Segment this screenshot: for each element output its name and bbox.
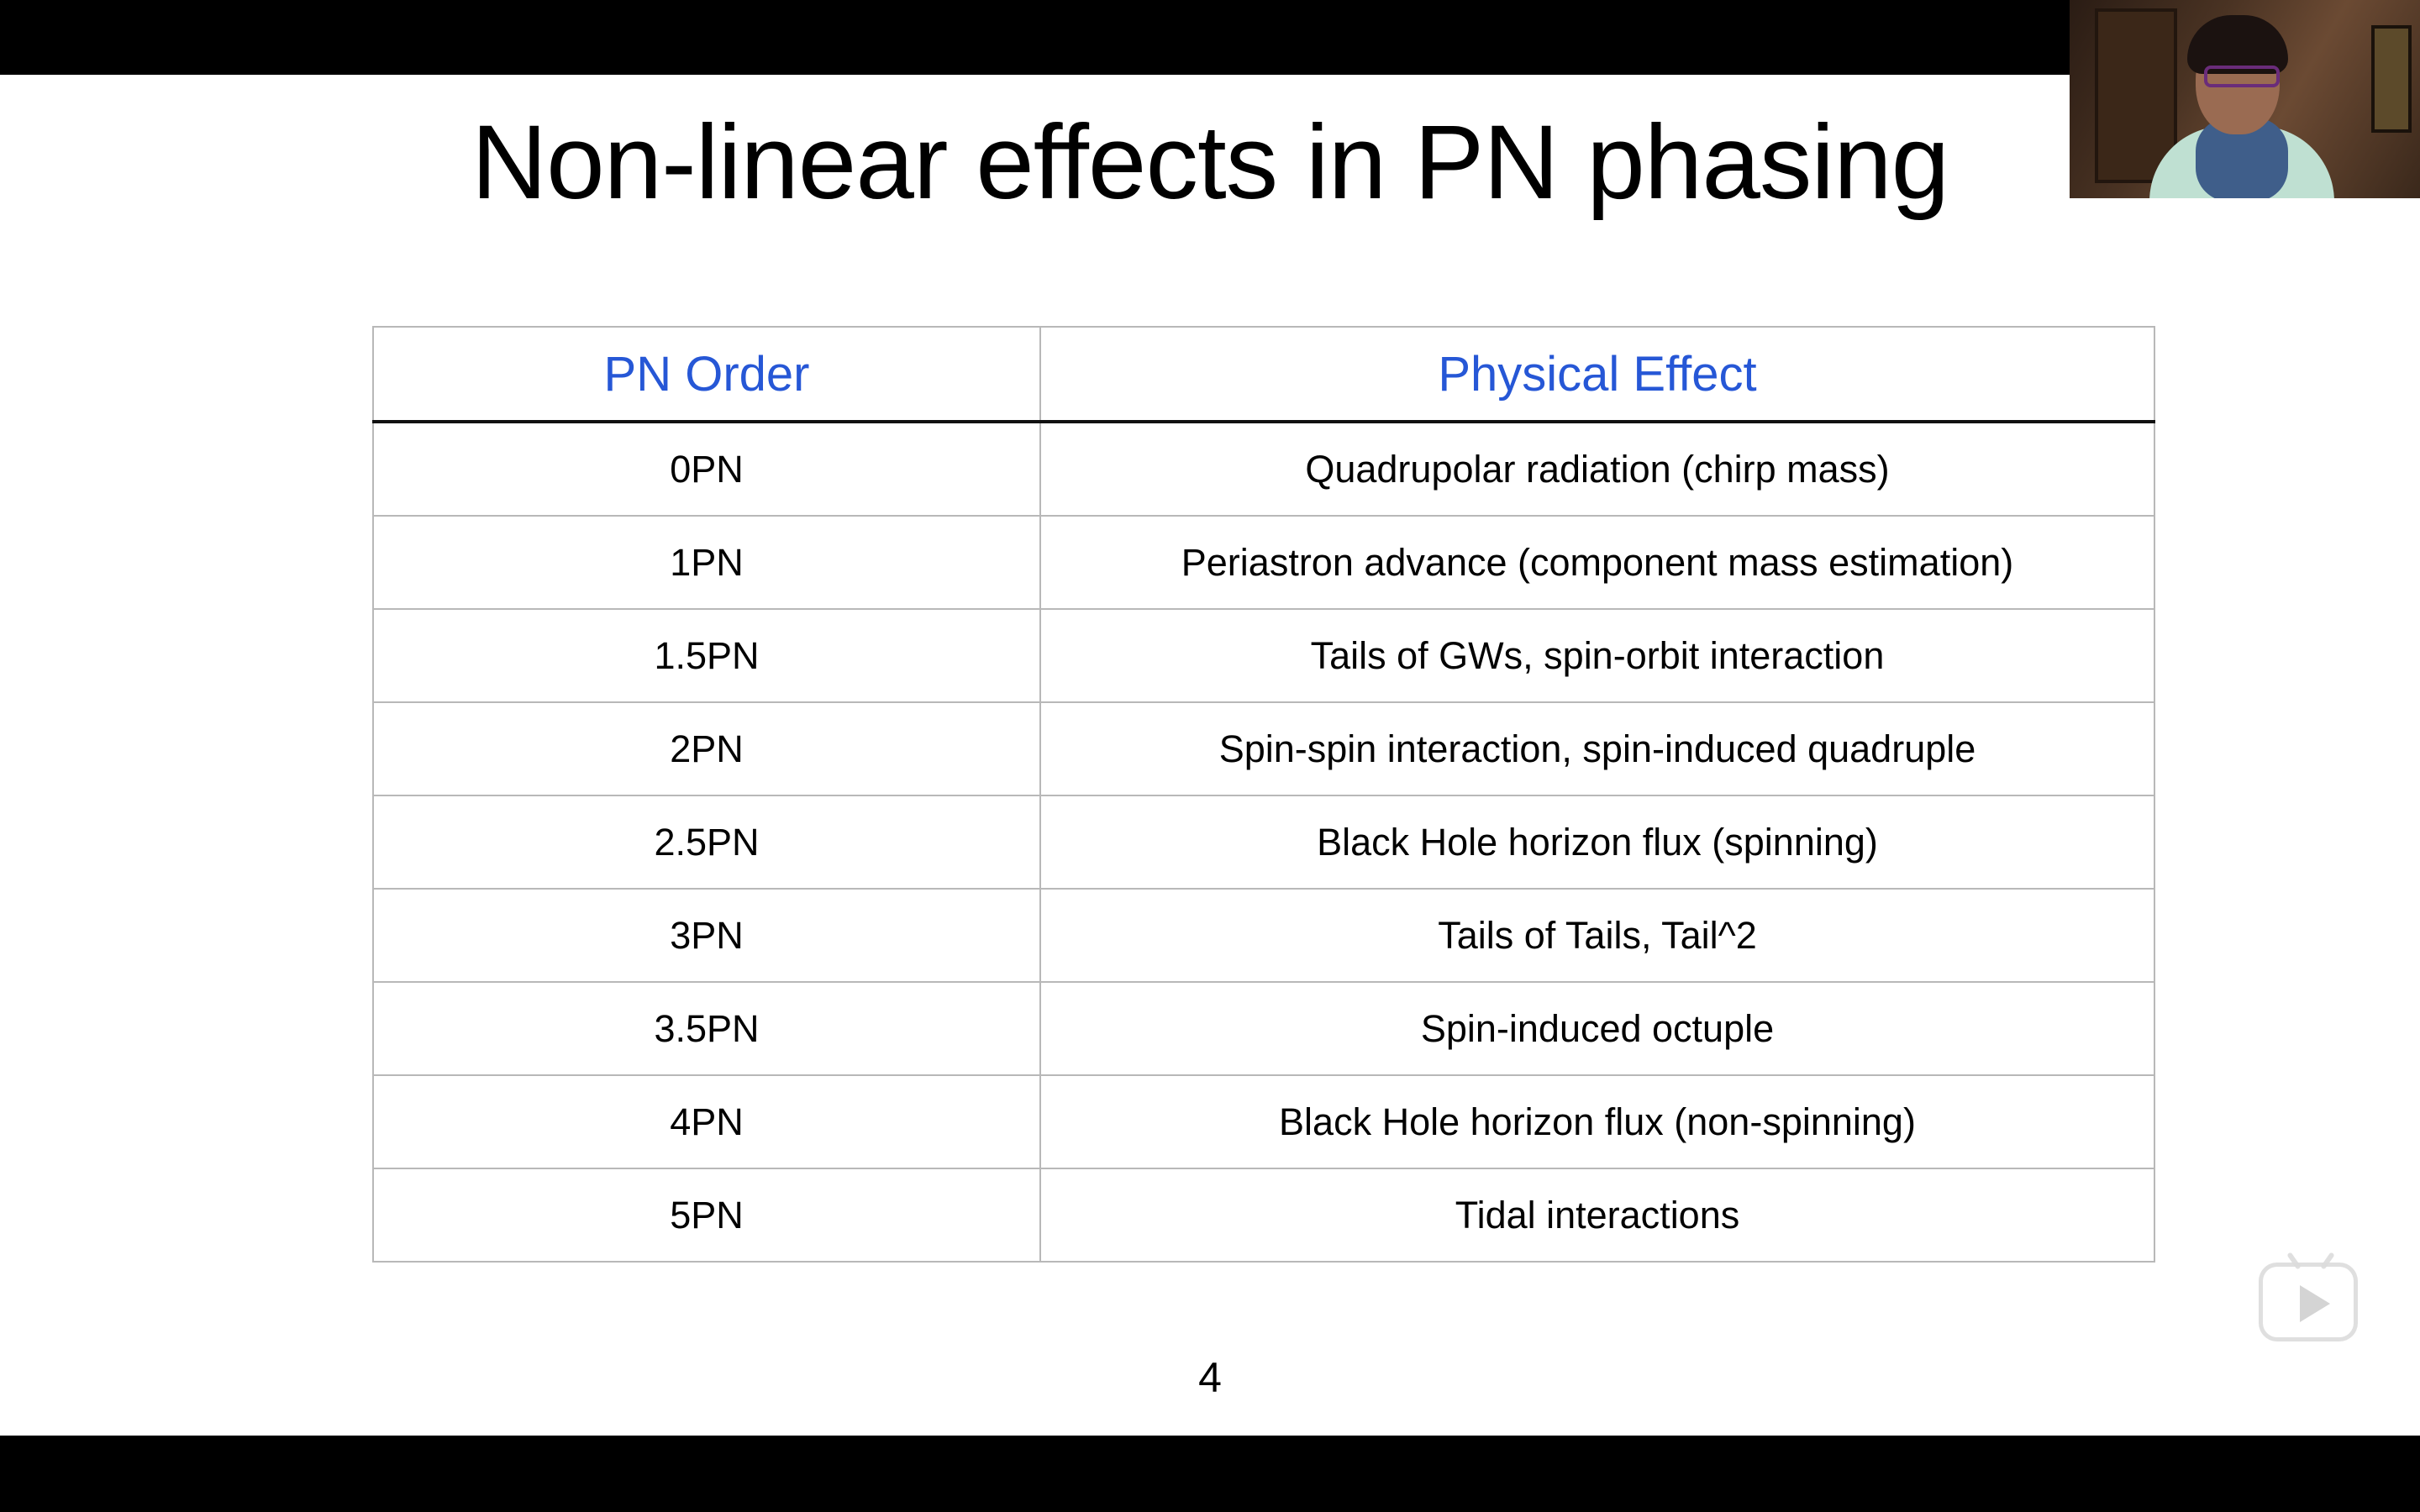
physical-effect-cell: Tails of Tails, Tail^2 [1039, 888, 2155, 983]
table-row: 3.5PN Spin-induced octuple [372, 981, 2155, 1076]
table-row: 5PN Tidal interactions [372, 1168, 2155, 1263]
table-row: 1.5PN Tails of GWs, spin-orbit interacti… [372, 608, 2155, 703]
presenter-glasses [2204, 66, 2280, 87]
pn-order-cell: 2PN [372, 701, 1041, 796]
background-door [2095, 8, 2177, 183]
pn-order-cell: 4PN [372, 1074, 1041, 1169]
background-frame [2371, 25, 2412, 133]
table-row: 3PN Tails of Tails, Tail^2 [372, 888, 2155, 983]
pn-order-cell: 0PN [372, 421, 1041, 517]
pn-order-cell: 3.5PN [372, 981, 1041, 1076]
physical-effect-cell: Quadrupolar radiation (chirp mass) [1039, 421, 2155, 517]
physical-effect-cell: Spin-induced octuple [1039, 981, 2155, 1076]
table-header-row: PN Order Physical Effect [372, 326, 2155, 423]
header-physical-effect: Physical Effect [1039, 326, 2155, 423]
table-row: 4PN Black Hole horizon flux (non-spinnin… [372, 1074, 2155, 1169]
pn-order-cell: 2.5PN [372, 795, 1041, 890]
presenter-hair [2187, 15, 2288, 74]
effects-table: PN Order Physical Effect 0PN Quadrupolar… [372, 326, 2155, 1263]
slide-page-number: 4 [1198, 1354, 1222, 1401]
pn-order-cell: 1PN [372, 515, 1041, 610]
table-row: 2.5PN Black Hole horizon flux (spinning) [372, 795, 2155, 890]
pn-order-cell: 5PN [372, 1168, 1041, 1263]
pn-order-cell: 3PN [372, 888, 1041, 983]
slide-title: Non-linear effects in PN phasing [471, 104, 1949, 221]
presentation-slide: Non-linear effects in PN phasing PN Orde… [0, 75, 2420, 1436]
physical-effect-cell: Tails of GWs, spin-orbit interaction [1039, 608, 2155, 703]
play-triangle-icon [2300, 1285, 2330, 1322]
table-row: 1PN Periastron advance (component mass e… [372, 515, 2155, 610]
physical-effect-cell: Black Hole horizon flux (non-spinning) [1039, 1074, 2155, 1169]
physical-effect-cell: Tidal interactions [1039, 1168, 2155, 1263]
table-row: 2PN Spin-spin interaction, spin-induced … [372, 701, 2155, 796]
header-pn-order: PN Order [372, 326, 1041, 423]
presenter-webcam[interactable] [2070, 0, 2420, 198]
table-row: 0PN Quadrupolar radiation (chirp mass) [372, 421, 2155, 517]
physical-effect-cell: Spin-spin interaction, spin-induced quad… [1039, 701, 2155, 796]
pn-order-table: PN Order Physical Effect 0PN Quadrupolar… [372, 326, 2155, 1263]
physical-effect-cell: Black Hole horizon flux (spinning) [1039, 795, 2155, 890]
physical-effect-cell: Periastron advance (component mass estim… [1039, 515, 2155, 610]
pn-order-cell: 1.5PN [372, 608, 1041, 703]
play-icon[interactable] [2259, 1252, 2358, 1341]
